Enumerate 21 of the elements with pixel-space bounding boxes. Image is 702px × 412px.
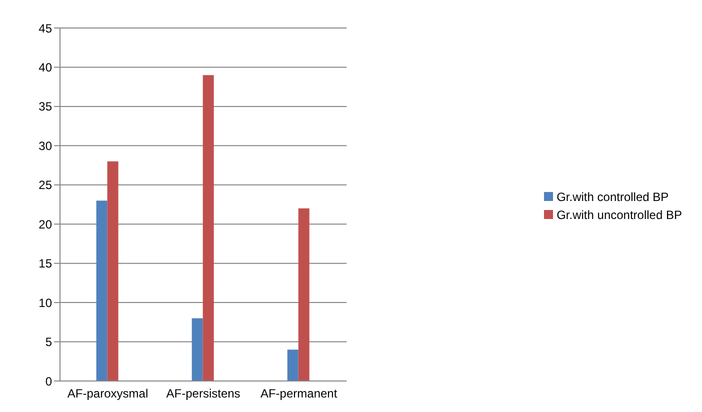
y-tick-label: 15 [38,256,52,271]
y-tick-label: 10 [38,296,52,310]
y-tick-label: 20 [38,217,52,232]
x-tick-label: AF-persistens [166,386,240,401]
y-tick-label: 40 [38,60,52,74]
bar [298,208,310,381]
bar [107,161,118,381]
bar [96,200,108,381]
legend-label: Gr.with uncontrolled BP [556,208,682,222]
x-tick-label: AF-permanent [260,386,338,401]
bar [202,75,214,381]
y-tick-label: 45 [38,21,52,36]
legend-label: Gr.with controlled BP [556,190,669,204]
y-tick-label: 30 [38,138,52,153]
y-tick-label: 0 [45,374,52,388]
y-tick-label: 35 [38,100,52,114]
bar [192,318,203,381]
x-tick-label: AF-paroxysmal [67,386,148,401]
y-tick-label: 5 [45,335,52,350]
bar [287,350,298,381]
y-tick-label: 25 [38,178,52,192]
